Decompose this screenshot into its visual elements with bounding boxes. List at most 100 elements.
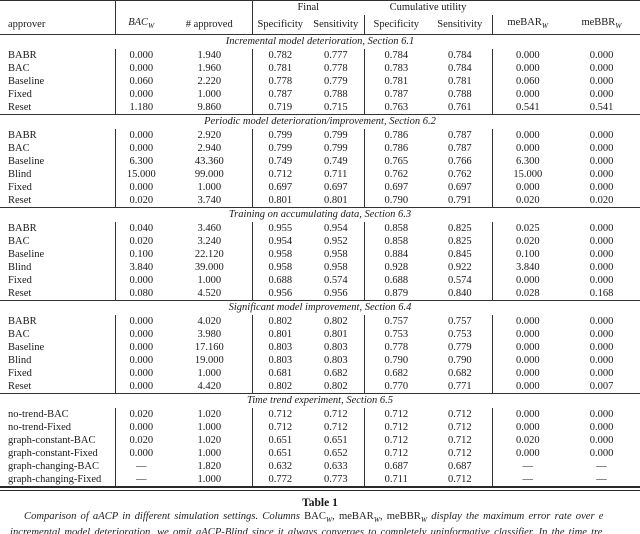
value-cell: 0.000	[589, 262, 614, 274]
value-cell: 0.000	[129, 316, 154, 328]
value-cell: —	[522, 461, 534, 473]
value-cell: 0.000	[589, 143, 614, 155]
header-cumulative-sensitivity: Sensitivity	[428, 15, 493, 36]
table-header: Final Cumulative utility approver BACW #…	[0, 0, 640, 36]
value-cell: 0.778	[308, 62, 365, 76]
value-cell: 0.000	[129, 381, 154, 393]
value-cell: 1.960	[167, 62, 253, 76]
table-row: graph-constant-BAC 0.020 1.020 0.651 0.651 0.…	[0, 434, 640, 448]
value-cell: 39.000	[167, 261, 253, 275]
value-cell: 1.000	[167, 88, 253, 102]
value-cell: 0.787	[428, 142, 493, 156]
header-final-specificity: Specificity	[252, 15, 308, 36]
section-title-row: Time trend experiment, Section 6.5	[0, 393, 640, 409]
value-cell: 0.786	[384, 130, 409, 142]
approver-cell: Reset	[0, 380, 116, 394]
value-cell: 0.000	[515, 329, 540, 341]
value-cell: 0.000	[129, 329, 154, 341]
approver-cell: BAC	[0, 328, 116, 342]
header-num-approved: # approved	[167, 15, 253, 36]
value-cell: 0.712	[384, 435, 409, 447]
value-cell: 0.000	[129, 89, 154, 101]
value-cell: 0.790	[428, 354, 493, 368]
value-cell: 3.240	[167, 235, 253, 249]
value-cell: 0.958	[268, 262, 293, 274]
table-row: BABR 0.000 4.020 0.802 0.802 0.757 0.757 0.000 0…	[0, 315, 640, 329]
value-cell: 0.790	[384, 355, 409, 367]
value-cell: 0.753	[384, 329, 409, 341]
value-cell: 0.697	[268, 182, 293, 194]
section-title: Periodic model deterioration/improvement…	[0, 114, 640, 130]
value-cell: 0.753	[428, 328, 493, 342]
value-cell: 0.000	[129, 63, 154, 75]
value-cell: 0.000	[515, 381, 540, 393]
value-cell: 0.757	[428, 315, 493, 329]
value-cell: 0.803	[308, 341, 365, 355]
value-cell: 19.000	[167, 354, 253, 368]
value-cell: 0.000	[589, 448, 614, 460]
approver-cell: Fixed	[0, 181, 116, 195]
value-cell: 0.687	[384, 461, 409, 473]
value-cell: —	[596, 474, 607, 486]
value-cell: 0.000	[589, 76, 614, 88]
value-cell: 0.000	[589, 182, 614, 194]
value-cell: 0.952	[308, 235, 365, 249]
value-cell: 0.020	[515, 236, 540, 248]
value-cell: 0.803	[308, 354, 365, 368]
value-cell: 0.000	[129, 143, 154, 155]
value-cell: 0.020	[515, 195, 540, 207]
approver-cell: Blind	[0, 261, 116, 275]
value-cell: 0.711	[308, 168, 365, 182]
approver-cell: Reset	[0, 287, 116, 301]
approver-cell: BABR	[0, 222, 116, 236]
approver-cell: Baseline	[0, 248, 116, 262]
value-cell: 0.028	[515, 288, 540, 300]
value-cell: 0.711	[384, 474, 408, 486]
value-cell: 0.020	[129, 435, 154, 447]
value-cell: 0.020	[589, 195, 614, 207]
value-cell: 0.000	[515, 143, 540, 155]
value-cell: 3.840	[515, 262, 540, 274]
value-cell: —	[522, 474, 534, 486]
table-caption-title: Table 1	[302, 497, 338, 510]
value-cell: 0.799	[268, 130, 293, 142]
value-cell: 0.633	[308, 460, 365, 474]
value-cell: 3.840	[129, 262, 154, 274]
value-cell: 0.168	[589, 288, 614, 300]
value-cell: 0.790	[384, 195, 409, 207]
approver-cell: no-trend-BAC	[0, 408, 116, 422]
value-cell: 0.000	[129, 448, 154, 460]
value-cell: 0.000	[589, 50, 614, 62]
table-body: Incremental model deterioration, Section…	[0, 34, 640, 487]
value-cell: 3.740	[167, 194, 253, 208]
value-cell: 0.955	[268, 223, 293, 235]
value-cell: 0.801	[268, 195, 293, 207]
value-cell: 0.025	[515, 223, 540, 235]
value-cell: 0.770	[384, 381, 409, 393]
value-cell: 0.000	[515, 368, 540, 380]
approver-cell: Fixed	[0, 274, 116, 288]
value-cell: 0.762	[428, 168, 493, 182]
value-cell: 1.180	[129, 102, 154, 114]
value-cell: 0.080	[129, 288, 154, 300]
header-cumulative-specificity: Specificity	[364, 15, 428, 36]
value-cell: 1.020	[167, 434, 253, 448]
value-cell: 3.980	[167, 328, 253, 342]
value-cell: 0.100	[515, 249, 540, 261]
value-cell: 0.000	[589, 409, 614, 421]
value-cell: 0.040	[129, 223, 154, 235]
value-cell: 0.801	[268, 329, 293, 341]
table-row: BABR 0.000 1.940 0.782 0.777 0.784 0.784 0.000 0…	[0, 49, 640, 63]
value-cell: 15.000	[126, 169, 156, 181]
value-cell: 0.000	[589, 223, 614, 235]
value-cell: 0.000	[515, 342, 540, 354]
value-cell: 0.802	[268, 316, 293, 328]
table-row: Fixed 0.000 1.000 0.688 0.574 0.688 0.574 0.000…	[0, 274, 640, 288]
value-cell: 0.954	[308, 222, 365, 236]
value-cell: 0.784	[428, 49, 493, 63]
table-row: Baseline 0.060 2.220 0.778 0.779 0.781 0.781 0.…	[0, 75, 640, 89]
value-cell: 0.000	[589, 275, 614, 287]
header-final-sensitivity: Sensitivity	[308, 15, 365, 36]
results-table: Final Cumulative utility approver BACW #…	[0, 0, 640, 487]
table-row: graph-changing-BAC — 1.820 0.632 0.633 0.687 0…	[0, 460, 640, 474]
